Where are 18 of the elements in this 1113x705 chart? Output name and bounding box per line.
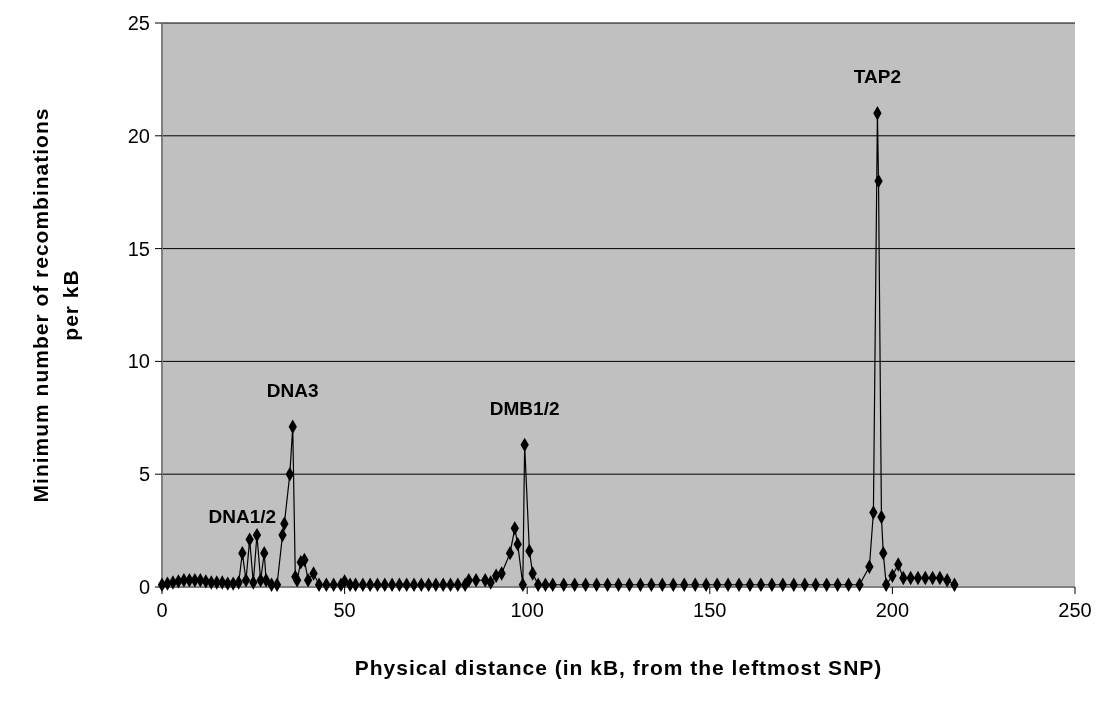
annotation: TAP2: [853, 66, 902, 88]
y-tick-label: 10: [127, 350, 150, 373]
y-tick-label: 20: [127, 124, 150, 147]
x-tick-label: 150: [693, 599, 727, 621]
x-tick-label: 0: [156, 599, 168, 621]
annotation: DNA3: [266, 379, 319, 401]
y-tick-label: 0: [138, 576, 150, 598]
annotation: DNA1/2: [208, 506, 277, 528]
x-axis-title: Physical distance (in kB, from the leftmost SNP): [354, 656, 883, 679]
x-tick-label: 200: [875, 599, 910, 621]
y-axis-title: Minimum number of recombinations per kB: [29, 107, 82, 503]
annotation: DMB1/2: [489, 397, 560, 419]
y-tick-label: 25: [127, 12, 150, 34]
x-tick-label: 250: [1058, 599, 1092, 621]
y-tick-label: 15: [127, 237, 150, 260]
y-tick-label: 5: [138, 463, 150, 486]
x-tick-label: 100: [510, 599, 544, 621]
x-tick-label: 50: [333, 599, 356, 621]
